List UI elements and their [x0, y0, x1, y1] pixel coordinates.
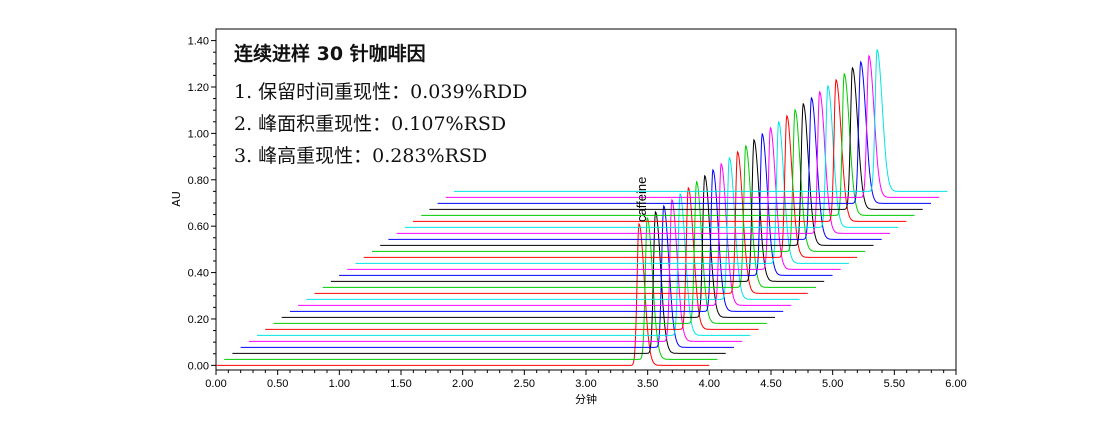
chromatogram-trace: [404, 84, 899, 228]
x-tick-label: 3.50: [637, 378, 658, 390]
x-tick-label: 0.50: [267, 378, 288, 390]
x-tick-label: 2.00: [452, 378, 473, 390]
annotation-peak-height: 3. 峰高重现性：0.283%RSD: [234, 145, 487, 167]
x-tick-label: 4.50: [760, 378, 781, 390]
x-tick-label: 2.50: [514, 378, 535, 390]
chromatogram-trace: [240, 204, 734, 348]
y-tick-label: 0.40: [188, 268, 209, 280]
x-tick-label: 3.00: [575, 378, 596, 390]
chromatogram-trace: [257, 192, 751, 336]
chromatogram-trace: [265, 186, 759, 330]
chromatogram-trace: [380, 102, 874, 246]
trace-group: [216, 48, 948, 366]
x-axis-title: 分钟: [575, 392, 597, 406]
chromatogram-trace: [372, 108, 866, 252]
chromatogram-trace: [445, 54, 940, 198]
peak-label-caffeine: caffeine: [634, 177, 649, 222]
x-tick-label: 1.50: [390, 378, 411, 390]
x-tick-label: 5.50: [884, 378, 905, 390]
x-tick-label: 1.00: [329, 378, 350, 390]
chromatogram-trace: [396, 90, 890, 234]
chromatogram-trace: [388, 96, 882, 240]
chromatogram-trace: [322, 144, 816, 288]
chromatogram-trace: [347, 126, 841, 270]
annotation-peak-area: 2. 峰面积重现性：0.107%RSD: [234, 113, 506, 135]
axes-group: 0.00 0.50 1.00 1.50 2.00 2.50 3.00 3.50 4.00 4.50…: [188, 36, 967, 390]
y-tick-label: 0.20: [188, 314, 209, 326]
chromatogram-trace: [429, 66, 923, 210]
chromatogram-trace: [281, 174, 775, 318]
x-tick-label: 0.00: [205, 378, 226, 390]
chromatogram-trace: [289, 168, 784, 312]
chromatogram-trace: [306, 156, 800, 300]
x-tick-label: 4.00: [699, 378, 720, 390]
chromatogram-trace: [248, 198, 743, 342]
annotation-retention-time: 1. 保留时间重现性：0.039%RDD: [234, 81, 527, 103]
x-tick-label: 6.00: [945, 378, 966, 390]
chromatogram-trace: [224, 216, 718, 360]
chromatogram-trace: [330, 138, 825, 282]
chromatogram-trace: [273, 180, 767, 324]
y-tick-label: 0.60: [188, 221, 209, 233]
y-axis-title: AU: [170, 191, 183, 207]
chromatogram-trace: [421, 72, 915, 216]
chromatogram-trace: [355, 120, 849, 264]
chromatogram-trace: [216, 222, 710, 366]
chromatogram-trace: [298, 162, 792, 306]
chart-title: 连续进样 30 针咖啡因: [234, 42, 426, 65]
y-tick-label: 1.40: [188, 36, 209, 48]
y-tick-label: 1.20: [188, 82, 209, 94]
chromatogram-trace: [413, 78, 907, 222]
chromatogram-trace: [363, 114, 858, 258]
chromatogram-trace: [437, 60, 931, 204]
x-tick-label: 5.00: [822, 378, 843, 390]
y-tick-label: 1.00: [188, 128, 209, 140]
chromatogram-trace: [339, 132, 833, 276]
chromatogram-trace: [454, 48, 948, 192]
y-tick-label: 0.80: [188, 175, 209, 187]
chromatogram-trace: [232, 210, 726, 354]
y-tick-label: 0.00: [188, 360, 209, 372]
chromatogram-trace: [314, 150, 808, 294]
